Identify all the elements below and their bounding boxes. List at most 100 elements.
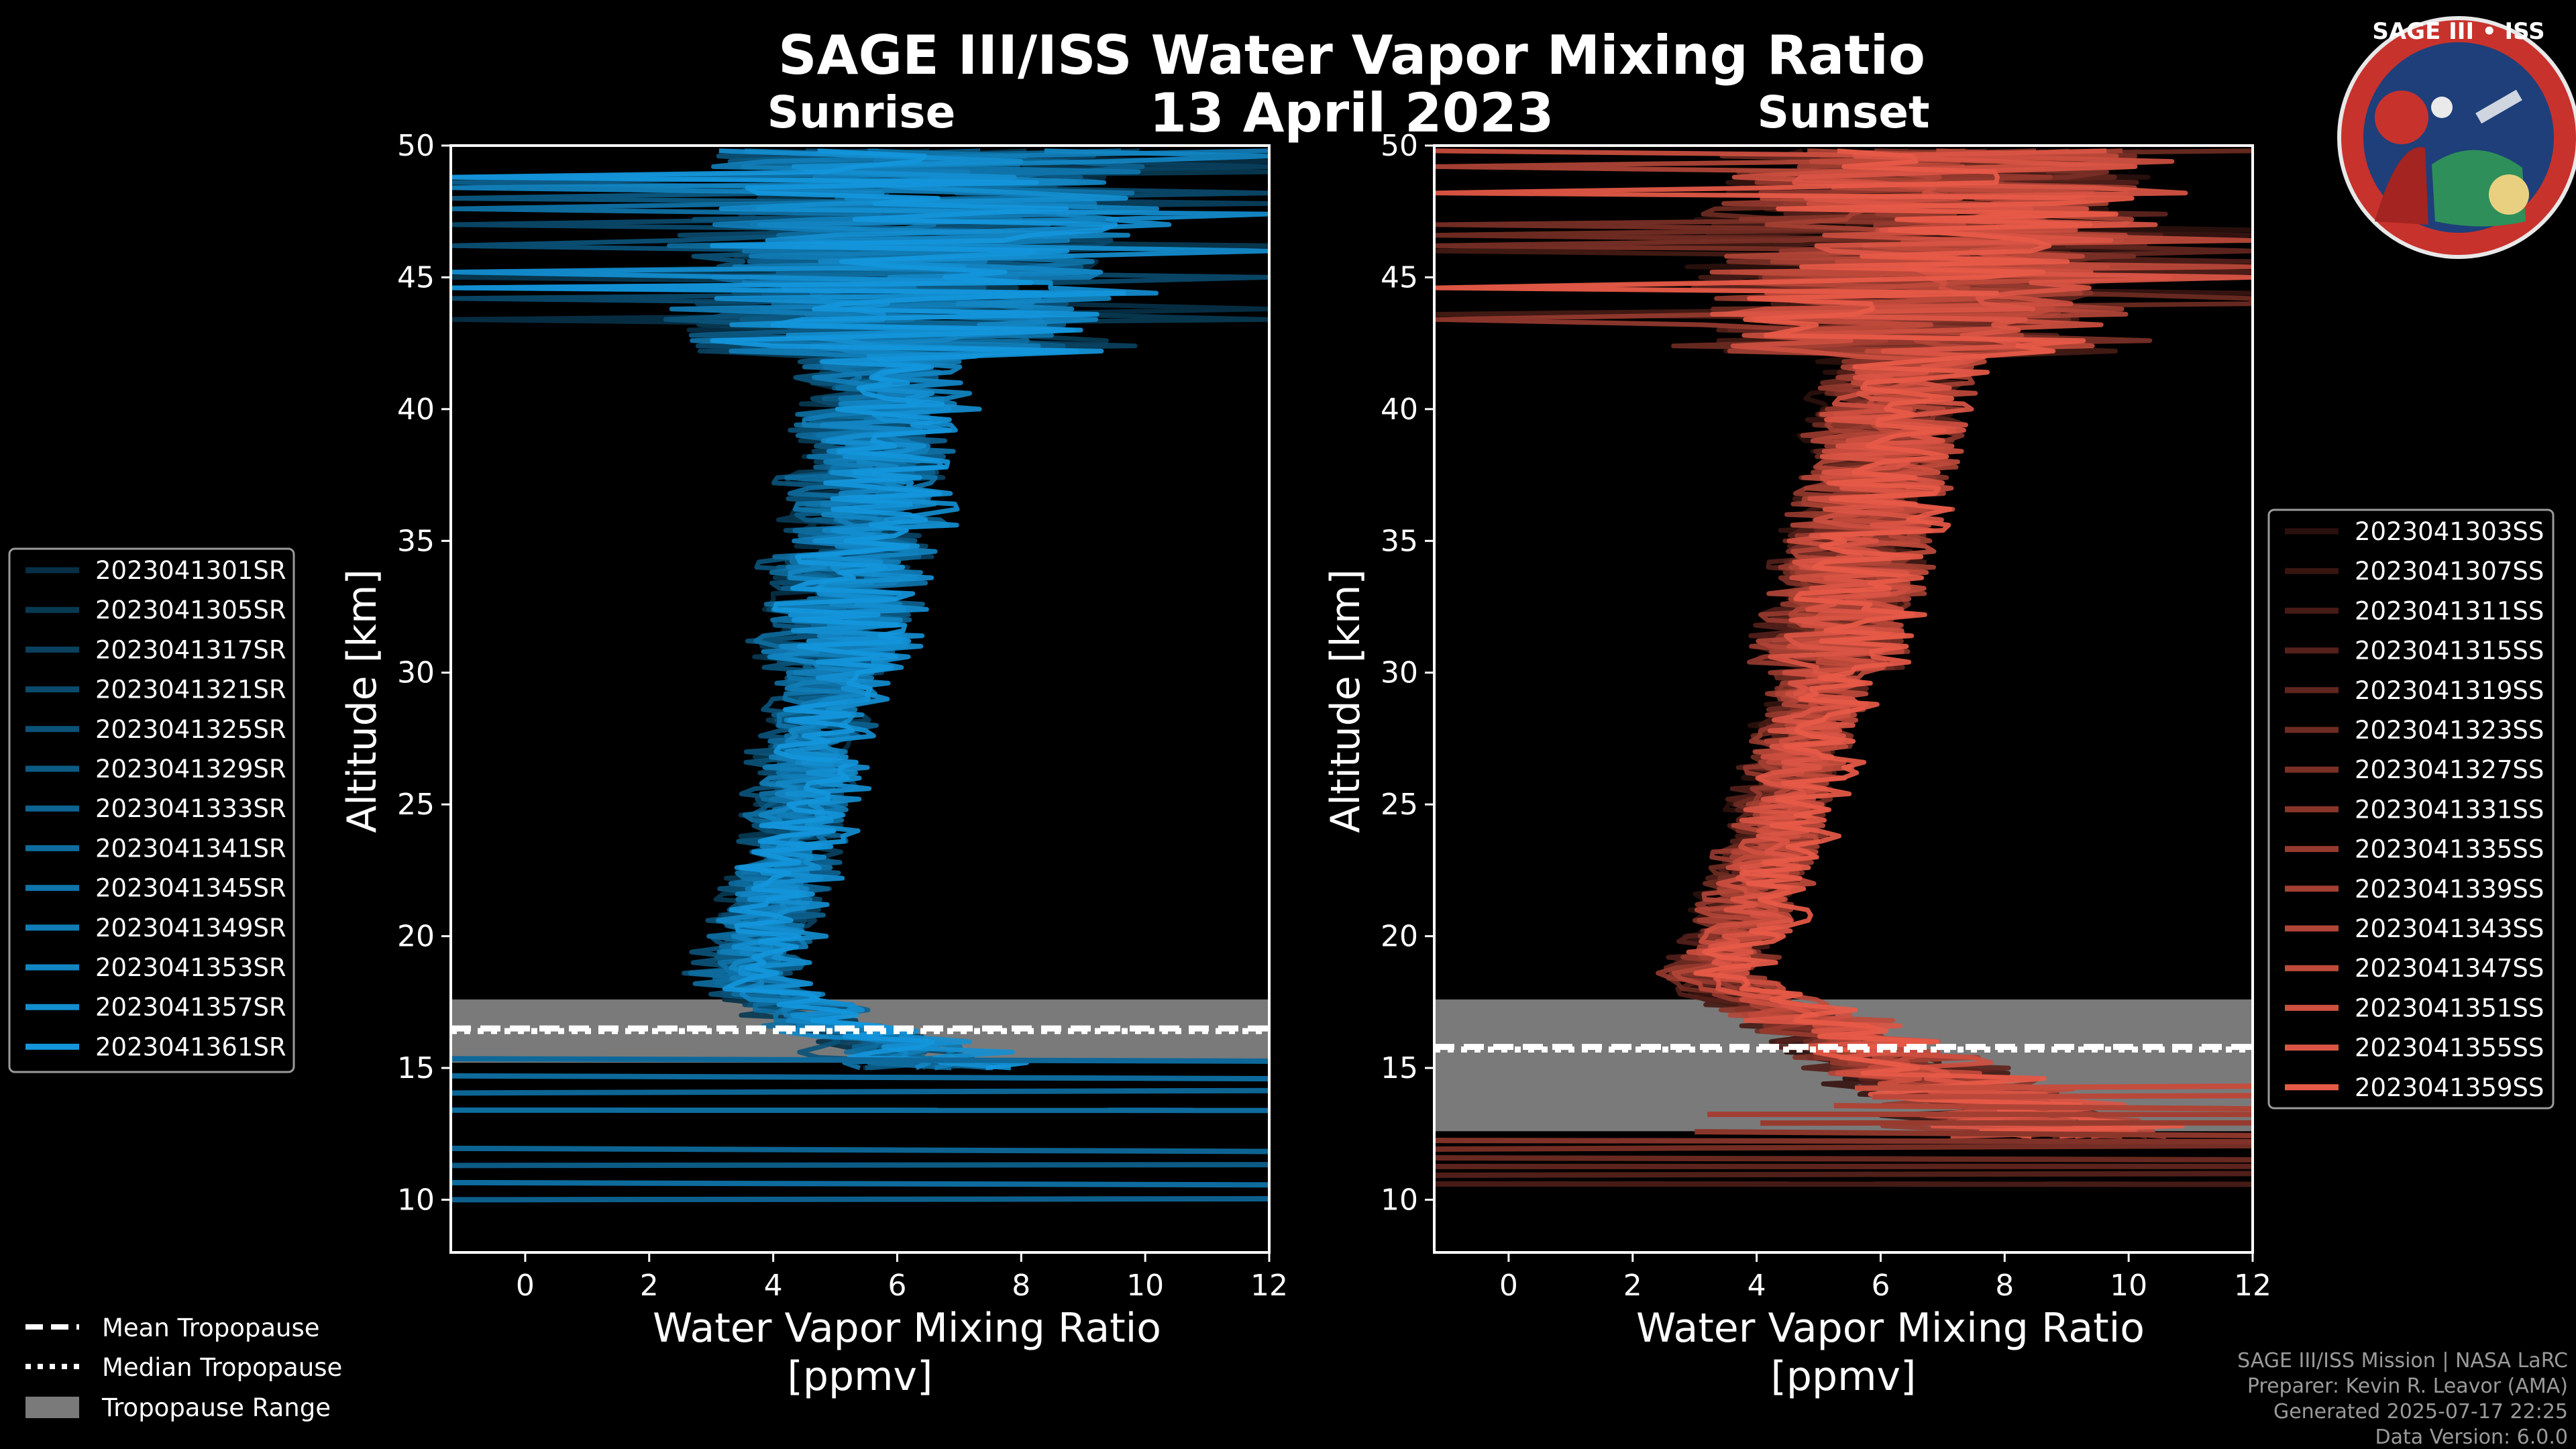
- logo-text: SAGE III • ISS: [2372, 18, 2544, 45]
- x-tick-label: 10: [2110, 1269, 2147, 1303]
- legend-label: 2023041315SS: [2355, 637, 2544, 665]
- legend-label: 2023041311SS: [2355, 596, 2544, 625]
- legend-label: 2023041335SS: [2355, 835, 2544, 864]
- low-altitude-trace: [450, 1145, 1270, 1155]
- sunset-plot-frame: [1433, 144, 2254, 1254]
- y-tick-label: 45: [397, 260, 435, 294]
- x-tick-label: 4: [764, 1269, 783, 1303]
- sunrise-tropopause-lines: [451, 1025, 1269, 1034]
- legend-label: 2023041347SS: [2355, 954, 2544, 983]
- legend-label: 2023041319SS: [2355, 676, 2544, 705]
- sage-iii-iss-logo: SAGE III • ISS: [2337, 16, 2576, 259]
- low-altitude-trace: [1434, 1181, 2253, 1187]
- low-altitude-trace: [450, 1073, 1270, 1081]
- legend-label: 2023041329SR: [95, 755, 286, 784]
- legend-label: 2023041323SS: [2355, 716, 2544, 745]
- sunset-x-label-2: [ppmv]: [1771, 1353, 1917, 1400]
- legend-label: 2023041301SR: [95, 556, 286, 585]
- sunset-y-ticks: 10 15 20 25 30 35 40 45 50: [1381, 129, 1434, 1217]
- sunrise-legend-frame: [8, 547, 295, 1073]
- low-altitude-trace: [450, 1056, 1270, 1064]
- legend-label: 2023041361SR: [95, 1032, 286, 1061]
- y-tick-label: 45: [1381, 260, 1418, 294]
- legend-label: 2023041351SS: [2355, 994, 2544, 1022]
- legend-label: 2023041357SR: [95, 993, 286, 1022]
- legend-label: 2023041327SS: [2355, 755, 2544, 784]
- x-tick-label: 10: [1126, 1269, 1164, 1303]
- chart-title: SAGE III/ISS Water Vapor Mixing Ratio: [778, 24, 1925, 87]
- x-tick-label: 2: [1623, 1269, 1642, 1303]
- profile-2023041355SS: [1708, 148, 2254, 1139]
- median-tropopause-label: Median Tropopause: [102, 1353, 342, 1382]
- sunset-panel-title: Sunset: [1757, 87, 1929, 138]
- low-altitude-trace: [1833, 1103, 2253, 1112]
- legend-label: 2023041349SR: [95, 914, 286, 943]
- legend-label: 2023041331SS: [2355, 795, 2544, 824]
- low-altitude-trace: [1434, 1171, 2253, 1178]
- sunset-panel: Sunset 0 2 4 6 8 10 12 10 15 20 25 30 35 40 45 50 Wate…: [1322, 87, 2271, 1400]
- sunset-tropopause-lines: [1434, 1044, 2253, 1053]
- y-tick-label: 30: [397, 656, 435, 690]
- credit-mission: SAGE III/ISS Mission | NASA LaRC: [2237, 1349, 2568, 1373]
- y-tick-label: 15: [1381, 1051, 1418, 1085]
- logo-robe-icon: [2375, 147, 2428, 225]
- sunset-legend-frame: [2267, 508, 2555, 1110]
- credit-data-version: Data Version: 6.0.0: [2375, 1426, 2568, 1449]
- y-tick-label: 35: [1381, 524, 1418, 558]
- sunrise-x-ticks: 0 2 4 6 8 10 12: [516, 1252, 1288, 1303]
- low-altitude-trace: [1434, 1155, 2253, 1163]
- y-tick-label: 15: [397, 1051, 435, 1085]
- profile-2023041361SR: [449, 148, 1126, 1071]
- legend-label: 2023041345SR: [95, 874, 286, 903]
- y-tick-label: 40: [1381, 392, 1418, 427]
- credits: SAGE III/ISS Mission | NASA LaRC Prepare…: [2237, 1349, 2568, 1449]
- legend-label: 2023041325SR: [95, 715, 286, 744]
- sunrise-x-label-1: Water Vapor Mixing Ratio: [653, 1305, 1161, 1352]
- legend-label: 2023041355SS: [2355, 1034, 2544, 1063]
- chart-date: 13 April 2023: [1149, 82, 1554, 144]
- x-tick-label: 6: [1871, 1269, 1890, 1303]
- logo-sun-icon: [2489, 174, 2529, 215]
- legend-label: 2023041307SS: [2355, 557, 2544, 586]
- sunset-x-ticks: 0 2 4 6 8 10 12: [1499, 1252, 2271, 1303]
- profile-2023041359SS: [1433, 148, 2185, 1139]
- sunrise-panel-title: Sunrise: [767, 87, 956, 138]
- x-tick-label: 8: [1995, 1269, 2014, 1303]
- y-tick-label: 35: [397, 524, 435, 558]
- logo-figure-icon: [2375, 91, 2428, 144]
- x-tick-label: 0: [1499, 1269, 1518, 1303]
- tropopause-range-swatch: [25, 1397, 79, 1418]
- y-tick-label: 10: [1381, 1183, 1418, 1217]
- legend-label: 2023041333SR: [95, 794, 286, 823]
- y-tick-label: 30: [1381, 656, 1418, 690]
- legend-label: 2023041353SR: [95, 953, 286, 982]
- low-altitude-trace: [1434, 1138, 2253, 1144]
- tropopause-legend: Mean Tropopause Median Tropopause Tropop…: [25, 1313, 342, 1422]
- sunrise-profiles: [449, 148, 1271, 1203]
- y-tick-label: 50: [397, 129, 435, 163]
- credit-preparer: Preparer: Kevin R. Leavor (AMA): [2247, 1375, 2568, 1398]
- y-tick-label: 10: [397, 1183, 435, 1217]
- sunrise-legend: 2023041301SR 2023041305SR 2023041317SR 2023…: [8, 547, 295, 1073]
- y-tick-label: 20: [397, 920, 435, 954]
- legend-label: 2023041317SR: [95, 635, 286, 664]
- x-tick-label: 4: [1748, 1269, 1766, 1303]
- mean-tropopause-label: Mean Tropopause: [102, 1313, 320, 1342]
- low-altitude-trace: [450, 1087, 1270, 1096]
- sunrise-y-label: Altitude [km]: [339, 569, 386, 833]
- legend-label: 2023041359SS: [2355, 1073, 2544, 1102]
- sunrise-panel: Sunrise 0 2 4 6 8 10 12 10 15 20 25 30 35 40 45 50 Wat…: [339, 87, 1288, 1400]
- low-altitude-trace: [1434, 1142, 2253, 1152]
- sunset-x-label-1: Water Vapor Mixing Ratio: [1636, 1305, 2145, 1352]
- y-tick-label: 25: [1381, 788, 1418, 822]
- tropopause-range-label: Tropopause Range: [101, 1393, 331, 1422]
- sunset-profiles: [1433, 148, 2254, 1187]
- y-tick-label: 25: [397, 788, 435, 822]
- x-tick-label: 2: [640, 1269, 659, 1303]
- y-tick-label: 50: [1381, 129, 1418, 163]
- x-tick-label: 0: [516, 1269, 535, 1303]
- legend-label: 2023041303SS: [2355, 517, 2544, 546]
- legend-label: 2023041305SR: [95, 596, 286, 625]
- credit-generated: Generated 2025-07-17 22:25: [2273, 1400, 2568, 1424]
